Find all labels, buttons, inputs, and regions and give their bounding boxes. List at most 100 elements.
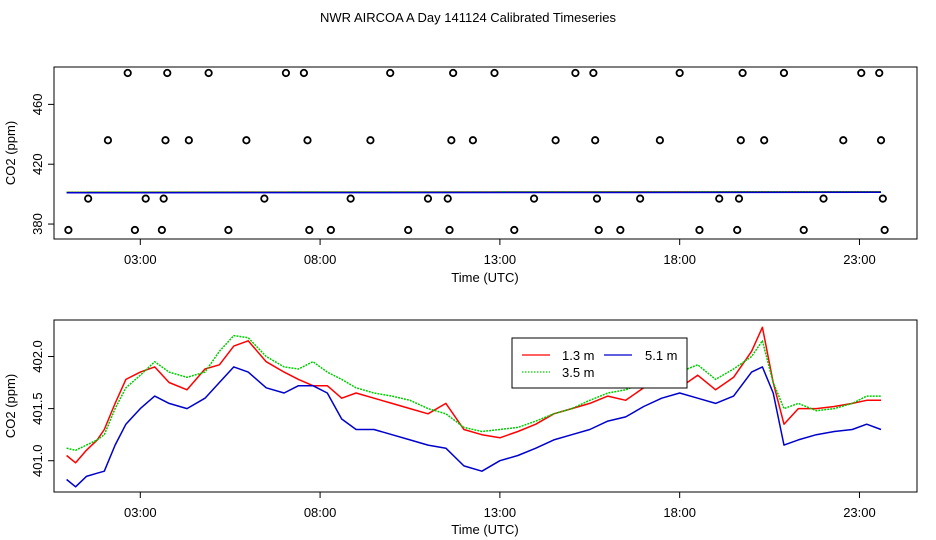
bottom-series-line-5-1-m: [66, 366, 882, 488]
scatter-point: [242, 136, 251, 145]
legend-label-1-3m: 1.3 m: [562, 348, 595, 363]
bottom-series-line-3-5-m: [66, 334, 881, 452]
scatter-point: [529, 194, 539, 203]
scatter-point: [159, 194, 168, 203]
scatter-point: [449, 68, 458, 78]
top-scatter-points: [64, 68, 889, 235]
scatter-point: [326, 225, 335, 235]
bottom-x-tick-label: 18:00: [663, 505, 696, 520]
scatter-point: [695, 225, 704, 235]
scatter-point: [819, 194, 828, 203]
scatter-point: [386, 68, 395, 78]
bottom-x-axis: 03:00 08:00 13:00 18:00 23:00: [124, 492, 876, 520]
scatter-point: [423, 194, 433, 203]
bottom-y-axis-label: CO2 (ppm): [3, 374, 18, 438]
scatter-point: [84, 194, 93, 203]
scatter-point: [184, 136, 193, 145]
top-x-tick-label: 03:00: [124, 252, 157, 267]
scatter-point: [779, 68, 789, 78]
scatter-point: [260, 194, 269, 203]
scatter-point: [857, 68, 866, 78]
bottom-x-tick-label: 08:00: [304, 505, 337, 520]
scatter-point: [551, 136, 560, 145]
scatter-point: [675, 68, 684, 78]
bottom-y-tick-label: 401.5: [30, 392, 45, 425]
top-x-tick-label: 08:00: [304, 252, 337, 267]
bottom-x-tick-label: 23:00: [843, 505, 876, 520]
scatter-point: [281, 68, 291, 78]
scatter-point: [878, 194, 887, 203]
legend-label-5-1m: 5.1 m: [645, 348, 678, 363]
top-panel: 03:00 08:00 13:00 18:00 23:00 380 420 460 Time…: [3, 66, 918, 285]
scatter-point: [163, 68, 172, 78]
legend-label-3-5m: 3.5 m: [562, 365, 595, 380]
scatter-point: [157, 225, 166, 235]
top-y-tick-label: 380: [30, 213, 45, 235]
scatter-point: [204, 68, 213, 78]
scatter-point: [738, 68, 747, 78]
top-x-axis: 03:00 08:00 13:00 18:00 23:00: [124, 239, 876, 267]
scatter-point: [346, 194, 355, 203]
scatter-point: [161, 136, 170, 145]
scatter-point: [447, 136, 456, 145]
scatter-point: [591, 136, 600, 145]
scatter-point: [305, 225, 314, 235]
scatter-point: [490, 68, 499, 78]
legend: 1.3 m 5.1 m 3.5 m: [511, 337, 688, 389]
scatter-point: [715, 194, 724, 203]
scatter-point: [130, 225, 140, 235]
bottom-series-line-1-3-m: [66, 326, 881, 464]
scatter-point: [636, 194, 645, 203]
scatter-point: [443, 194, 452, 203]
scatter-point: [445, 225, 454, 235]
scatter-point: [733, 225, 742, 235]
top-plot-frame: [53, 66, 918, 240]
top-series-line-5-1-m: [66, 191, 882, 194]
scatter-point: [123, 68, 132, 78]
bottom-panel: 03:00 08:00 13:00 18:00 23:00 401.0 401.5 402.…: [3, 319, 918, 537]
scatter-point: [734, 194, 744, 203]
scatter-point: [839, 136, 848, 145]
top-x-tick-label: 18:00: [663, 252, 696, 267]
scatter-point: [141, 194, 150, 203]
legend-box: [511, 337, 688, 389]
scatter-point: [64, 225, 73, 235]
scatter-point: [571, 68, 580, 78]
bottom-x-axis-label: Time (UTC): [451, 522, 518, 537]
scatter-point: [103, 136, 113, 145]
bottom-x-tick-label: 03:00: [124, 505, 157, 520]
scatter-point: [510, 225, 519, 235]
scatter-point: [366, 136, 375, 145]
scatter-point: [875, 68, 884, 78]
bottom-series-lines: [66, 326, 882, 488]
scatter-point: [404, 225, 413, 235]
top-x-tick-label: 13:00: [484, 252, 517, 267]
top-y-tick-label: 420: [30, 153, 45, 175]
scatter-point: [760, 136, 769, 145]
top-y-axis: 380 420 460: [30, 94, 54, 235]
scatter-point: [655, 136, 664, 145]
bottom-y-axis: 401.0 401.5 402.0: [30, 340, 54, 477]
top-y-axis-label: CO2 (ppm): [3, 121, 18, 185]
bottom-x-tick-label: 13:00: [484, 505, 517, 520]
scatter-point: [616, 225, 625, 235]
top-series-lines: [66, 190, 882, 194]
scatter-point: [224, 225, 233, 235]
scatter-point: [303, 136, 312, 145]
scatter-point: [876, 136, 886, 145]
scatter-point: [592, 194, 602, 203]
bottom-y-tick-label: 401.0: [30, 444, 45, 477]
top-x-axis-label: Time (UTC): [451, 270, 518, 285]
bottom-y-tick-label: 402.0: [30, 340, 45, 373]
scatter-point: [468, 136, 478, 145]
top-y-tick-label: 460: [30, 94, 45, 116]
scatter-point: [299, 68, 309, 78]
scatter-point: [589, 68, 598, 78]
bottom-plot-frame: [53, 319, 918, 493]
figure-title: NWR AIRCOA A Day 141124 Calibrated Times…: [320, 10, 616, 25]
scatter-point: [736, 136, 745, 145]
scatter-point: [880, 225, 889, 235]
scatter-point: [594, 225, 603, 235]
scatter-point: [799, 225, 808, 235]
